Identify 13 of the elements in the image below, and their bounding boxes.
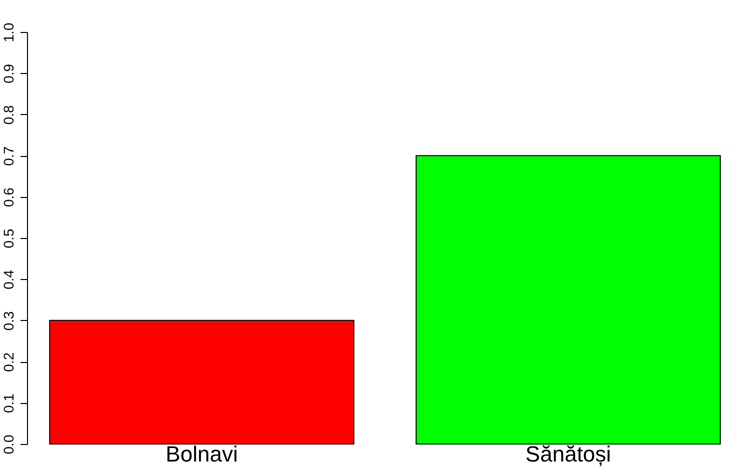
x-tick-label: Sănătoși xyxy=(525,442,612,466)
y-tick-label: 0.6 xyxy=(0,187,16,208)
y-tick-label: 0.7 xyxy=(0,146,16,166)
x-tick-label: Bolnavi xyxy=(166,442,238,466)
y-tick-label: 0.2 xyxy=(0,352,16,372)
y-tick-label: 0.0 xyxy=(0,434,16,454)
y-tick-label: 0.9 xyxy=(0,64,16,84)
y-tick-label: 0.1 xyxy=(0,393,16,414)
y-tick-label: 0.5 xyxy=(0,228,16,248)
y-tick-label: 0.8 xyxy=(0,104,16,125)
y-tick-label: 0.3 xyxy=(0,310,16,331)
y-tick-label: 0.4 xyxy=(0,270,16,290)
y-tick-label: 1.0 xyxy=(0,22,16,42)
